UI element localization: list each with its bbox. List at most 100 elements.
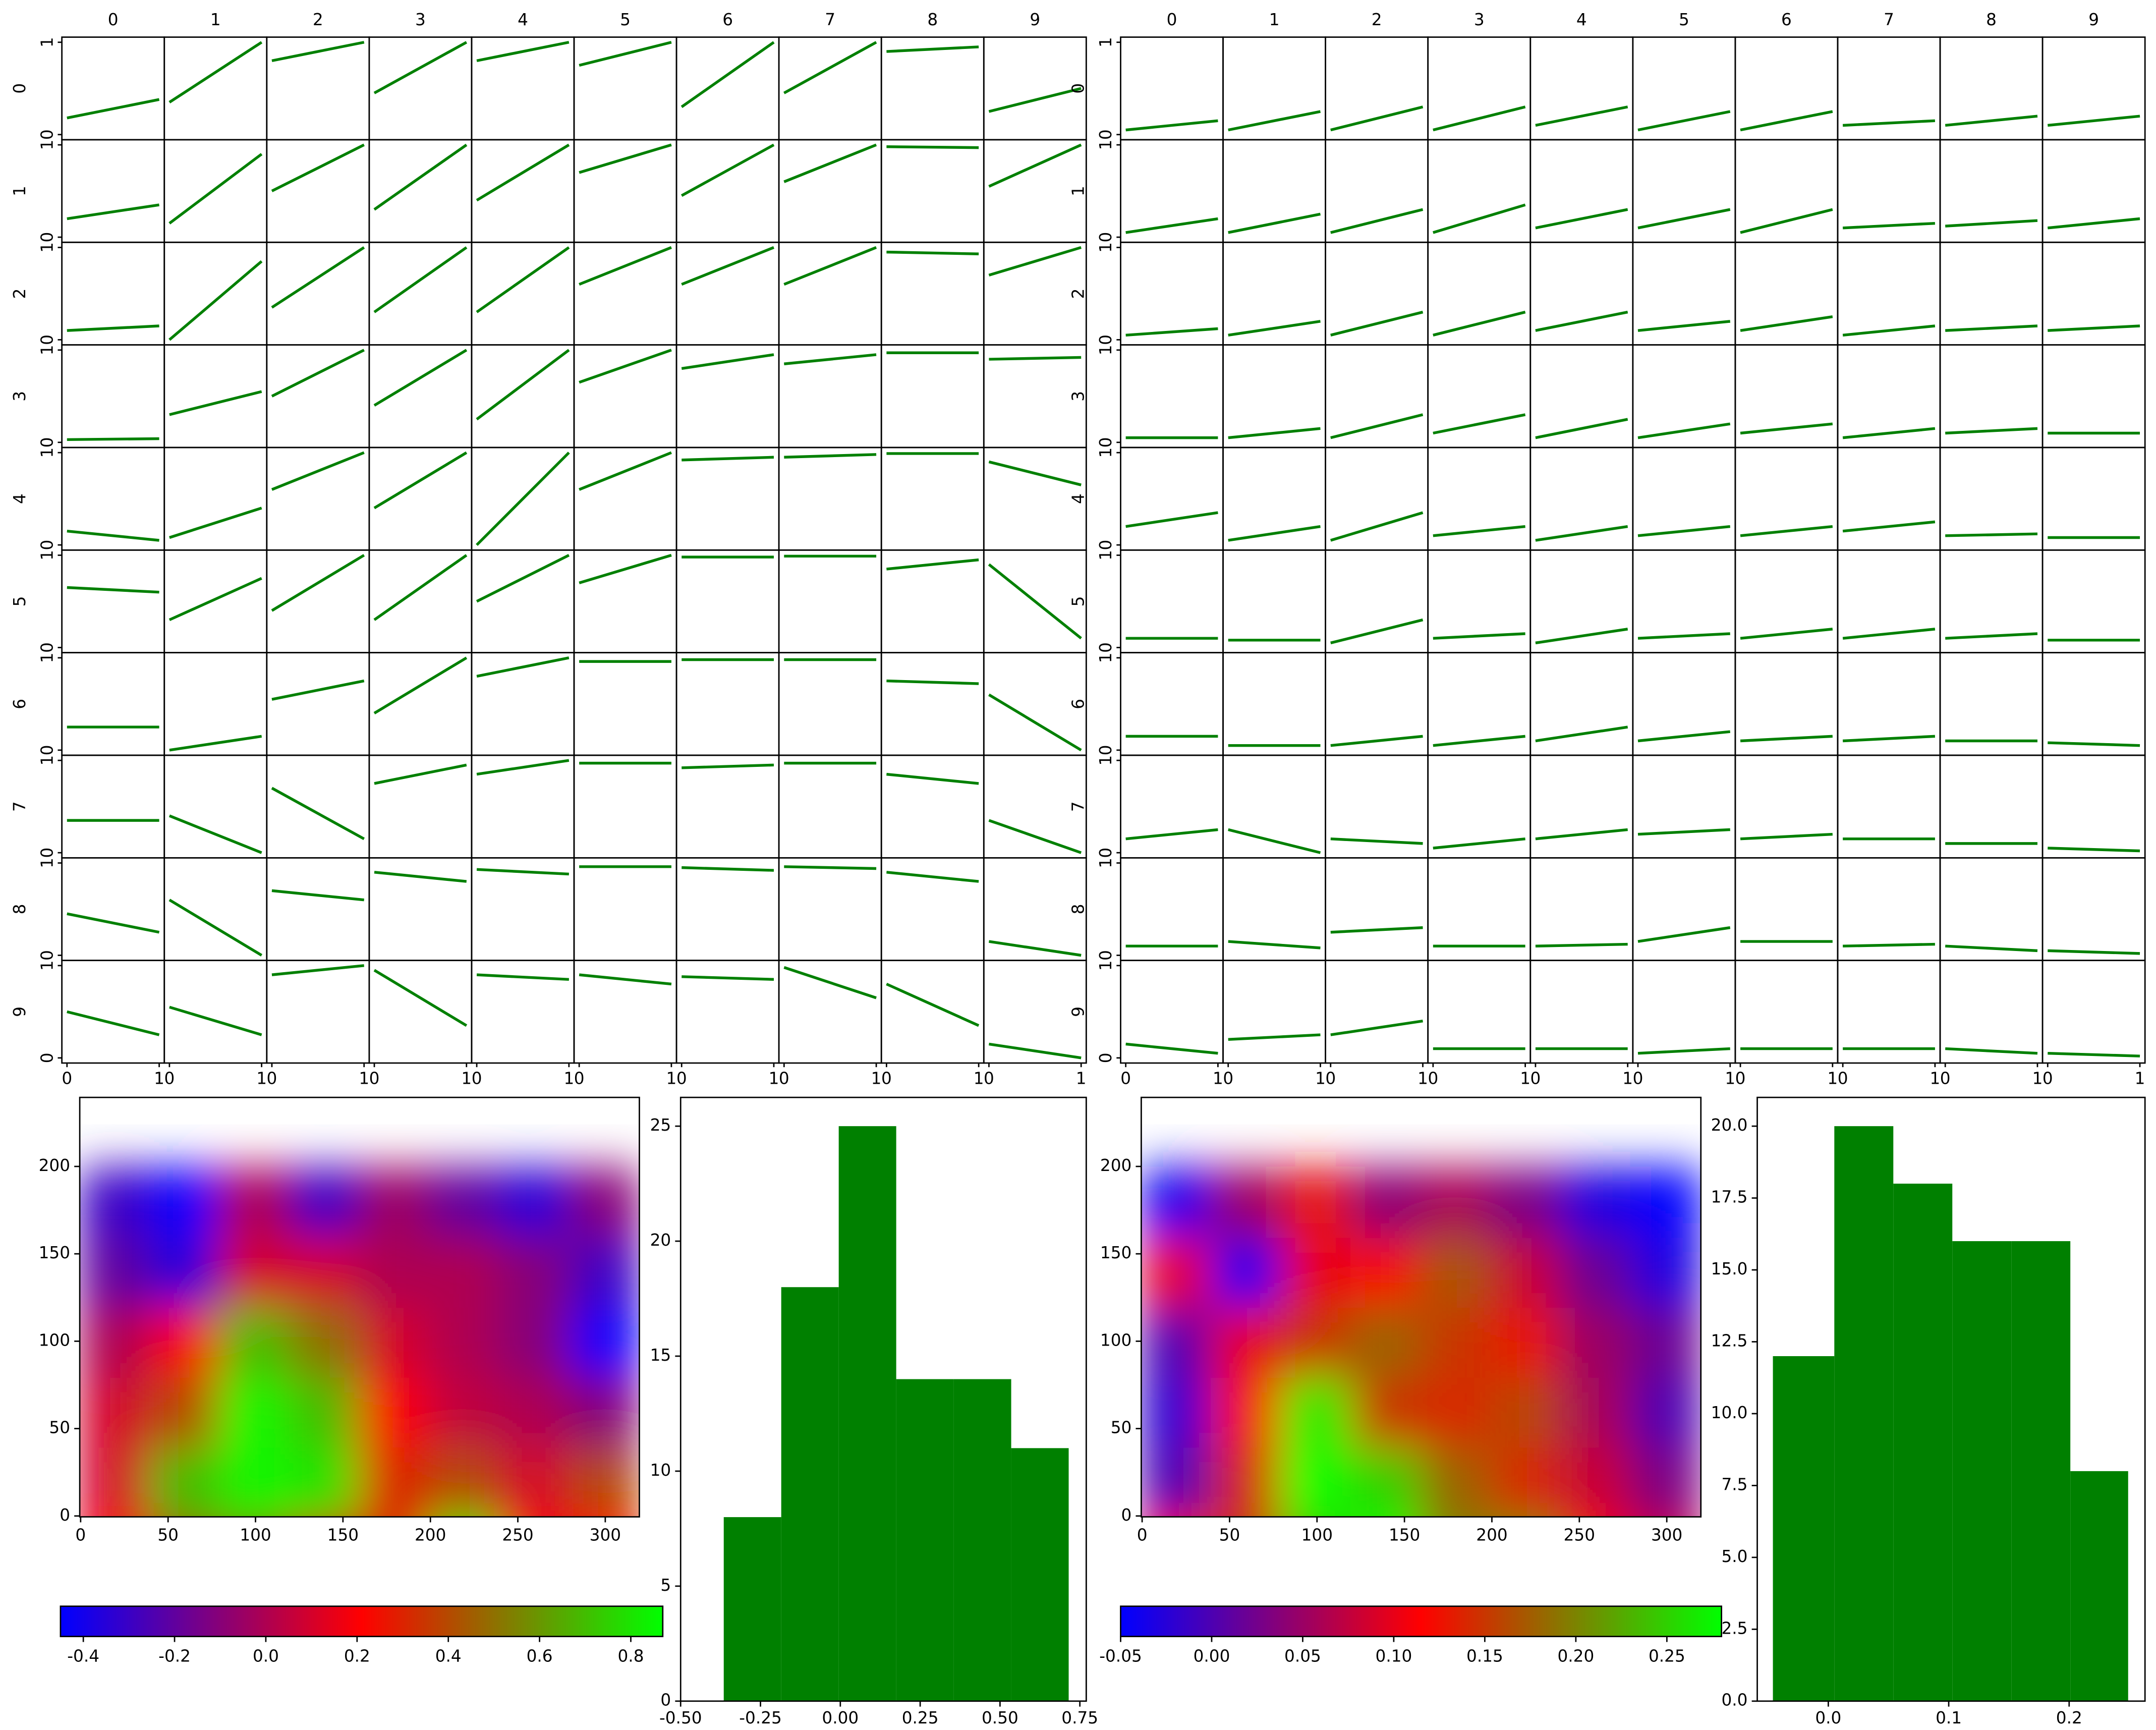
y-tick-label: 100	[1100, 1330, 1131, 1350]
regression-line	[1330, 735, 1423, 747]
histogram-bar	[2070, 1471, 2128, 1701]
x-tick-label: 0	[1428, 1069, 1438, 1088]
histogram-bar	[2011, 1241, 2071, 1701]
y-tick-label: 1	[1096, 652, 1115, 663]
regression-line	[579, 973, 672, 986]
y-tick-label: 0	[37, 1052, 56, 1063]
regression-line	[1945, 1047, 2038, 1055]
y-tick-label: 50	[49, 1418, 70, 1437]
regression-line	[1433, 413, 1526, 435]
colorbar-tick-label: 0.20	[1558, 1647, 1595, 1666]
regression-line	[1125, 511, 1218, 528]
y-tick-label: 1	[37, 960, 56, 971]
heatmap-cell	[149, 1446, 220, 1517]
y-tick-label: 0	[37, 950, 56, 961]
x-tick-label: 1	[1622, 1069, 1633, 1088]
heatmap-cell	[1210, 1446, 1282, 1517]
regression-line	[1125, 1042, 1218, 1055]
x-tick-label: 300	[1651, 1526, 1682, 1545]
heatmap-cell	[219, 1376, 291, 1448]
x-tick-label: 1	[1213, 1069, 1223, 1088]
heatmap-cell	[80, 1166, 151, 1238]
regression-line	[168, 814, 262, 854]
histogram-bar	[781, 1287, 839, 1701]
y-tick-label: 5.0	[1721, 1547, 1747, 1566]
column-label: 2	[313, 10, 323, 29]
heatmap-cell	[1420, 1376, 1492, 1448]
histogram-bar	[1893, 1184, 1953, 1701]
regression-line	[1740, 110, 1833, 132]
heatmap-cell	[219, 1166, 291, 1238]
histogram-bar	[896, 1379, 954, 1701]
regression-line	[1535, 105, 1628, 127]
x-tick-label: 50	[1219, 1526, 1240, 1545]
heatmap	[80, 1166, 640, 1517]
column-label: 3	[415, 10, 426, 29]
regression-line	[1535, 418, 1628, 439]
y-tick-label: 1	[37, 755, 56, 766]
regression-line	[579, 553, 672, 584]
heatmap-cell	[1350, 1236, 1422, 1308]
column-label: 6	[1781, 10, 1792, 29]
regression-line	[2048, 115, 2140, 127]
axes-frame	[679, 1096, 1087, 1702]
colorbar-tick-label: 0.00	[1194, 1647, 1230, 1666]
x-tick-label: 250	[1564, 1526, 1595, 1545]
regression-line	[1535, 726, 1628, 743]
heatmap-cell	[498, 1446, 571, 1517]
x-tick-label: 250	[502, 1526, 533, 1545]
regression-line	[374, 763, 467, 785]
regression-line	[476, 868, 569, 876]
regression-line	[886, 558, 979, 571]
regression-line	[1945, 632, 2038, 640]
regression-line	[271, 246, 365, 309]
heatmap-cell	[569, 1376, 640, 1448]
regression-line	[1228, 212, 1321, 234]
x-tick-label: 0	[881, 1069, 892, 1088]
axes-frame	[1141, 1096, 1702, 1518]
regression-line	[1125, 828, 1218, 841]
heatmap-cell	[219, 1446, 291, 1517]
column-label: 4	[518, 10, 528, 29]
regression-line	[1433, 105, 1526, 132]
colorbar-tick-label: 0.0	[253, 1647, 279, 1666]
regression-line	[682, 763, 774, 769]
heatmap-cell	[1280, 1376, 1352, 1448]
row-label: 7	[10, 801, 29, 812]
x-tick-label: 1	[1520, 1069, 1530, 1088]
colorbar-tick-label: -0.4	[67, 1647, 99, 1666]
y-tick-label: 0	[1096, 540, 1115, 550]
panel-frame	[2041, 960, 2146, 1064]
regression-line	[374, 871, 467, 883]
regression-line	[783, 966, 877, 999]
regression-line	[1433, 203, 1526, 234]
regression-line	[1843, 942, 1935, 947]
y-tick-label: 7.5	[1721, 1475, 1747, 1494]
row-label: 8	[10, 904, 29, 915]
y-tick-label: 0.0	[1721, 1691, 1747, 1710]
regression-line	[1228, 427, 1321, 439]
x-tick-label: 0	[779, 1069, 789, 1088]
heatmap-cell	[1490, 1376, 1562, 1448]
x-tick-label: 0	[75, 1526, 86, 1545]
regression-line	[1740, 735, 1833, 743]
x-tick-label: 0	[369, 1069, 380, 1088]
x-tick-label: 1	[256, 1069, 267, 1088]
column-label: 8	[1986, 10, 1997, 29]
y-tick-label: 15	[650, 1346, 671, 1365]
x-tick-label: 1	[461, 1069, 472, 1088]
heatmap-cell	[80, 1446, 151, 1517]
y-tick-label: 0	[37, 129, 56, 140]
regression-line	[271, 787, 365, 841]
regression-line	[1842, 324, 1936, 337]
regression-line	[1740, 832, 1833, 841]
regression-line	[1228, 940, 1321, 950]
x-tick-label: 1	[563, 1069, 574, 1088]
regression-line	[67, 1010, 160, 1036]
regression-line	[373, 143, 468, 211]
x-tick-label: 300	[590, 1526, 621, 1545]
heatmap-cell	[359, 1446, 430, 1517]
regression-line	[1535, 525, 1628, 542]
x-tick-label: 0	[1530, 1069, 1541, 1088]
y-tick-label: 1	[1096, 345, 1115, 355]
